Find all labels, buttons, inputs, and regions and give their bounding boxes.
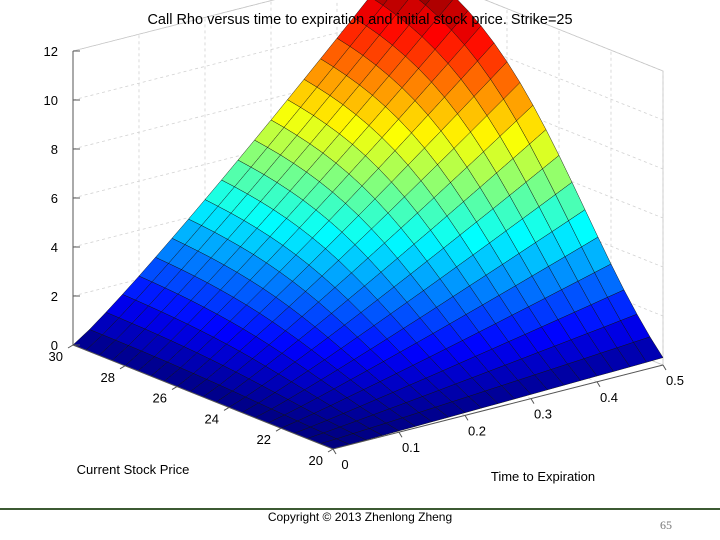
surface-patch xyxy=(418,0,430,6)
time-tick-label: 0.3 xyxy=(534,407,552,422)
gridline-time xyxy=(270,0,532,399)
surface-patch xyxy=(374,0,388,6)
price-tick xyxy=(327,448,334,453)
time-tick xyxy=(596,381,601,388)
price-tick xyxy=(275,427,282,432)
slide-number: 65 xyxy=(660,518,672,532)
z-tick-label: 8 xyxy=(51,142,58,157)
time-tick-label: 0 xyxy=(341,457,348,472)
price-axis-line xyxy=(72,344,334,450)
z-tick-label: 0 xyxy=(51,338,58,353)
copyright-text: Copyright © 2013 Zhenlong Zheng xyxy=(267,510,453,524)
z-tick-label: 6 xyxy=(51,191,58,206)
time-tick-label: 0.4 xyxy=(600,390,618,405)
gridline-price xyxy=(228,29,560,408)
time-tick-label: 0.5 xyxy=(666,373,684,388)
price-tick xyxy=(171,386,178,391)
gridline-time xyxy=(138,34,400,433)
gridline-price xyxy=(280,50,612,429)
time-axis-label: Time to Expiration xyxy=(491,469,595,484)
price-tick-label: 20 xyxy=(309,453,323,468)
gridline-time xyxy=(204,17,466,416)
price-tick xyxy=(67,344,74,349)
z-tick-label: 10 xyxy=(44,93,58,108)
price-tick-label: 30 xyxy=(49,349,63,364)
price-tick xyxy=(119,365,126,370)
time-tick xyxy=(332,448,337,455)
gridline-price xyxy=(332,71,664,450)
time-tick-label: 0.1 xyxy=(402,440,420,455)
time-tick xyxy=(398,431,403,438)
price-tick-label: 24 xyxy=(205,411,219,426)
price-tick-label: 28 xyxy=(101,370,115,385)
z-tick-label: 12 xyxy=(44,44,58,59)
time-tick xyxy=(530,398,535,404)
time-tick-label: 0.2 xyxy=(468,423,486,438)
price-axis-label: Current Stock Price xyxy=(77,462,190,477)
z-tick-label: 4 xyxy=(51,240,58,255)
z-tick-label: 2 xyxy=(51,289,58,304)
price-tick xyxy=(223,406,230,411)
chart-title: Call Rho versus time to expiration and i… xyxy=(147,12,573,28)
surface xyxy=(72,0,664,450)
footer-divider xyxy=(0,508,720,510)
time-tick xyxy=(662,364,667,371)
time-tick xyxy=(464,415,469,421)
price-tick-label: 26 xyxy=(153,391,167,406)
time-axis-line xyxy=(332,364,664,450)
price-tick-label: 22 xyxy=(257,432,271,447)
